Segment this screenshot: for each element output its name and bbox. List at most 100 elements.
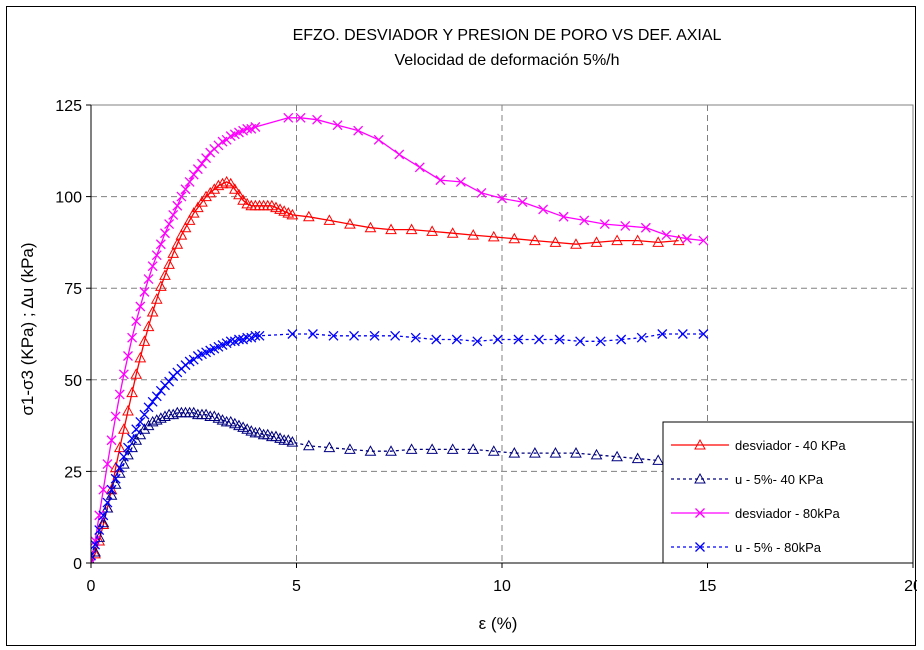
data-point — [201, 153, 212, 164]
data-point — [123, 351, 133, 361]
series-layer — [91, 112, 709, 563]
data-point — [164, 376, 175, 387]
data-point — [143, 402, 154, 413]
data-point — [414, 162, 425, 173]
y-tick-label: 125 — [55, 98, 82, 115]
data-point — [91, 539, 101, 550]
data-point — [143, 274, 154, 284]
data-point — [446, 443, 459, 454]
data-point — [147, 396, 158, 407]
data-point — [150, 414, 163, 425]
data-point — [187, 207, 200, 218]
data-point — [302, 439, 315, 451]
data-point — [155, 385, 166, 396]
data-point — [631, 452, 644, 464]
legend-label: desviador - 80kPa — [735, 506, 841, 521]
data-point — [286, 208, 299, 220]
data-point — [138, 335, 151, 346]
data-point — [192, 164, 203, 175]
data-point — [151, 391, 162, 402]
data-point — [131, 316, 142, 327]
data-point — [142, 419, 155, 431]
data-point — [176, 191, 187, 202]
data-point — [611, 234, 623, 246]
y-tick-label: 100 — [55, 190, 82, 207]
data-point — [390, 330, 401, 341]
data-point — [575, 336, 586, 347]
legend-label: u - 5% - 80kPa — [735, 540, 822, 555]
data-point — [155, 412, 167, 423]
data-point — [94, 525, 105, 535]
data-point — [446, 227, 459, 238]
data-point — [283, 112, 294, 123]
data-point — [224, 177, 237, 189]
data-point — [328, 330, 339, 341]
data-point — [455, 176, 466, 187]
data-point — [513, 334, 524, 345]
data-point — [102, 497, 113, 508]
data-point — [254, 330, 265, 341]
data-point — [640, 222, 651, 233]
x-tick-label: 15 — [699, 578, 717, 595]
data-point — [192, 201, 204, 213]
data-point — [579, 215, 590, 226]
data-point — [167, 247, 180, 258]
data-point — [451, 334, 462, 345]
data-point — [160, 228, 170, 239]
data-point — [538, 204, 549, 215]
data-point — [118, 451, 129, 462]
data-point — [114, 389, 125, 400]
data-point — [385, 445, 397, 456]
data-point — [155, 280, 167, 291]
data-point — [435, 175, 446, 186]
data-point — [590, 236, 603, 247]
data-point — [131, 424, 142, 435]
data-point — [110, 411, 121, 422]
data-point — [467, 229, 480, 240]
data-point — [168, 209, 179, 220]
data-point — [549, 236, 562, 247]
data-point — [681, 233, 692, 244]
data-point — [171, 238, 184, 249]
data-point — [611, 450, 623, 462]
data-point — [146, 415, 159, 427]
legend: desviador - 40 KPa u - 5%- 40 KPa desviado… — [662, 421, 914, 564]
x-tick-label: 5 — [292, 578, 301, 595]
data-point — [554, 334, 565, 345]
data-point — [139, 409, 150, 420]
data-point — [631, 234, 644, 246]
data-point — [113, 441, 126, 453]
data-point — [549, 447, 562, 458]
data-point — [94, 510, 105, 521]
data-point — [373, 134, 384, 145]
data-point — [698, 235, 709, 246]
data-point — [151, 250, 162, 261]
data-point — [394, 149, 405, 160]
data-point — [508, 447, 521, 458]
data-point — [558, 211, 569, 222]
legend-item: desviador - 40 KPa — [671, 438, 846, 453]
data-point — [172, 200, 183, 211]
series-line — [91, 412, 659, 563]
data-point — [135, 301, 146, 312]
data-point — [426, 225, 438, 236]
legend-marker — [695, 508, 705, 518]
data-point — [487, 445, 500, 456]
y-tick-label: 0 — [73, 556, 82, 573]
data-point — [657, 329, 668, 339]
x-axis-label: ε (%) — [479, 614, 518, 633]
data-point — [323, 441, 336, 453]
series-4 — [91, 329, 709, 561]
data-point — [353, 125, 364, 136]
data-point — [127, 332, 138, 343]
data-point — [183, 214, 196, 225]
data-point — [636, 332, 647, 343]
data-point — [250, 330, 261, 341]
data-point — [595, 336, 606, 347]
data-point — [517, 197, 528, 208]
y-tick-labels: 0 25 50 75 100 125 — [55, 98, 92, 573]
data-point — [150, 293, 163, 304]
data-point — [405, 443, 418, 454]
data-point — [364, 221, 377, 233]
data-point — [487, 230, 500, 242]
